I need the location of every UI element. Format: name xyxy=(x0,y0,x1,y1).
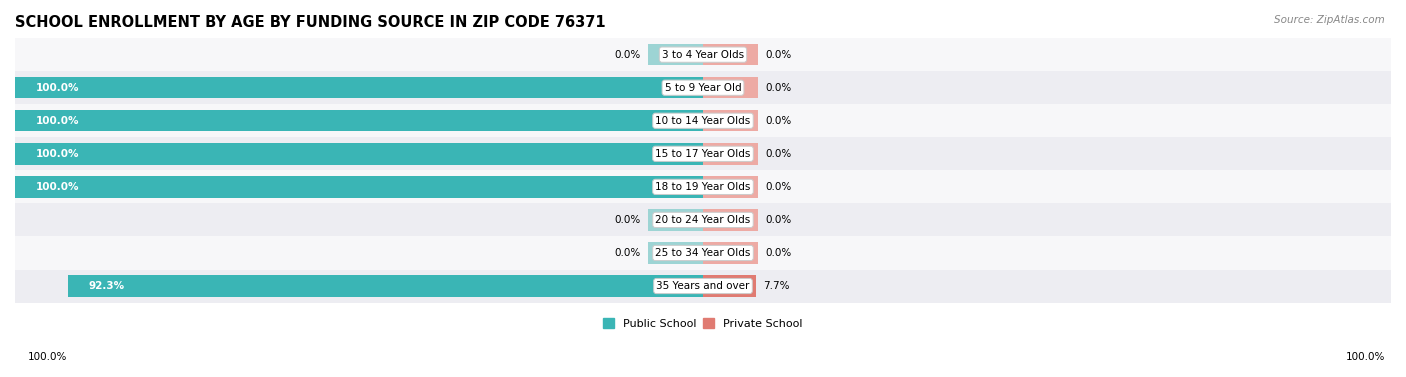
Text: 100.0%: 100.0% xyxy=(35,149,79,159)
Text: 5 to 9 Year Old: 5 to 9 Year Old xyxy=(665,83,741,93)
Text: 15 to 17 Year Olds: 15 to 17 Year Olds xyxy=(655,149,751,159)
Bar xyxy=(15,71,1391,104)
Bar xyxy=(15,176,703,198)
Bar xyxy=(15,170,1391,204)
Bar xyxy=(15,236,1391,270)
Text: 0.0%: 0.0% xyxy=(765,149,792,159)
Text: Source: ZipAtlas.com: Source: ZipAtlas.com xyxy=(1274,15,1385,25)
Text: 0.0%: 0.0% xyxy=(614,215,641,225)
Text: 100.0%: 100.0% xyxy=(35,83,79,93)
Text: 10 to 14 Year Olds: 10 to 14 Year Olds xyxy=(655,116,751,126)
Text: 100.0%: 100.0% xyxy=(35,116,79,126)
Bar xyxy=(648,209,703,231)
Bar xyxy=(703,110,758,132)
Text: 0.0%: 0.0% xyxy=(614,50,641,60)
Text: 7.7%: 7.7% xyxy=(763,281,789,291)
Text: 100.0%: 100.0% xyxy=(1346,352,1385,362)
Text: 0.0%: 0.0% xyxy=(765,182,792,192)
Bar xyxy=(703,209,758,231)
Bar xyxy=(703,176,758,198)
Text: 0.0%: 0.0% xyxy=(765,248,792,258)
Text: 3 to 4 Year Olds: 3 to 4 Year Olds xyxy=(662,50,744,60)
Text: 35 Years and over: 35 Years and over xyxy=(657,281,749,291)
Bar xyxy=(703,275,756,297)
Text: 20 to 24 Year Olds: 20 to 24 Year Olds xyxy=(655,215,751,225)
Bar xyxy=(648,44,703,65)
Bar xyxy=(15,104,1391,137)
Bar xyxy=(15,38,1391,71)
Text: 100.0%: 100.0% xyxy=(35,182,79,192)
Text: 0.0%: 0.0% xyxy=(765,83,792,93)
Bar xyxy=(15,137,1391,170)
Bar xyxy=(15,143,703,164)
Bar xyxy=(703,143,758,164)
Bar xyxy=(15,110,703,132)
Text: 100.0%: 100.0% xyxy=(28,352,67,362)
Bar xyxy=(703,242,758,264)
Bar xyxy=(67,275,703,297)
Bar xyxy=(703,44,758,65)
Text: 0.0%: 0.0% xyxy=(765,50,792,60)
Text: 18 to 19 Year Olds: 18 to 19 Year Olds xyxy=(655,182,751,192)
Bar xyxy=(648,242,703,264)
Text: 0.0%: 0.0% xyxy=(765,215,792,225)
Text: 0.0%: 0.0% xyxy=(765,116,792,126)
Text: 0.0%: 0.0% xyxy=(614,248,641,258)
Bar xyxy=(15,204,1391,236)
Text: SCHOOL ENROLLMENT BY AGE BY FUNDING SOURCE IN ZIP CODE 76371: SCHOOL ENROLLMENT BY AGE BY FUNDING SOUR… xyxy=(15,15,606,30)
Text: 25 to 34 Year Olds: 25 to 34 Year Olds xyxy=(655,248,751,258)
Bar xyxy=(15,270,1391,303)
Bar xyxy=(15,77,703,98)
Legend: Public School, Private School: Public School, Private School xyxy=(603,318,803,329)
Bar xyxy=(703,77,758,98)
Text: 92.3%: 92.3% xyxy=(89,281,125,291)
